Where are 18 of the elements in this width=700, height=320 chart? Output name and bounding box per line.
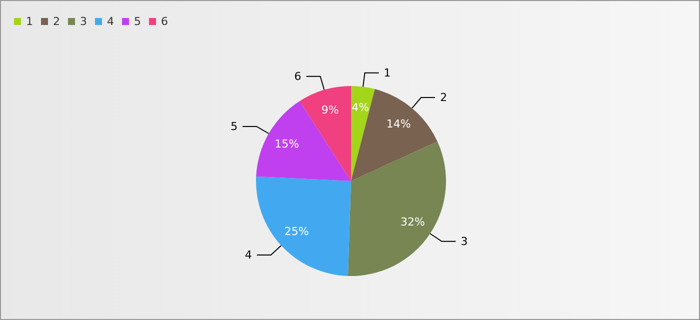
data-label: 15%	[274, 137, 300, 150]
legend-label: 6	[160, 15, 168, 28]
slice-label: 3	[460, 234, 468, 248]
data-label: 4%	[352, 100, 370, 114]
legend-label: 1	[26, 15, 33, 28]
slice-label: 4	[244, 248, 252, 262]
slice-label: 6	[294, 70, 302, 83]
data-label: 32%	[400, 216, 425, 229]
data-label: 14%	[386, 118, 411, 131]
legend-label: 3	[80, 15, 87, 28]
slice-label: 5	[230, 120, 238, 133]
legend-label: 4	[106, 15, 114, 28]
legend-label: 2	[53, 15, 60, 28]
data-label: 9%	[321, 103, 339, 116]
slice-label: 1	[384, 66, 391, 80]
data-label: 25%	[284, 224, 309, 238]
slice-label: 2	[440, 91, 448, 104]
legend-label: 5	[134, 15, 141, 28]
